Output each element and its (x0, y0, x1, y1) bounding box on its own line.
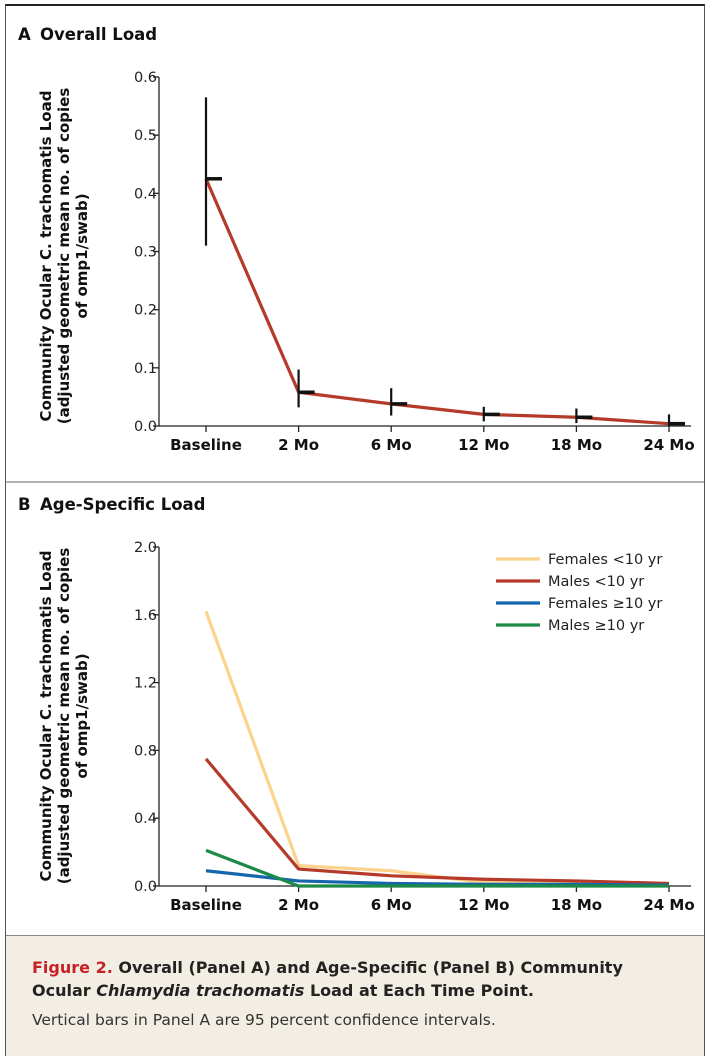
panel-a-y-tick-label: 0.6 (134, 70, 157, 86)
panel-b-legend-label: Males <10 yr (548, 574, 644, 590)
panel-a-ylabel-line1: Community Ocular C. trachomatis Load (37, 91, 55, 422)
panel-b-y-tick-label: 0.0 (134, 879, 157, 895)
panel-b-y-tick-label: 0.8 (134, 743, 157, 759)
panel-b-ylabel: Community Ocular C. trachomatis Load (ad… (37, 548, 91, 885)
panel-a-ylabel: Community Ocular C. trachomatis Load (ad… (37, 88, 91, 425)
panel-b-title: Age-Specific Load (40, 495, 206, 514)
panel-b-ylabel-line1: Community Ocular C. trachomatis Load (37, 551, 55, 882)
caption-figure-label: Figure 2. (32, 958, 113, 977)
panel-a-x-tick-label: 18 Mo (551, 436, 602, 454)
panel-b-legend-label: Males ≥10 yr (548, 618, 644, 634)
panel-b-legend: Females <10 yr Males <10 yr Females ≥10 yr… (496, 552, 662, 634)
panel-a-ylabel-line3: of omp1/swab) (73, 193, 91, 318)
panel-a-label: A (18, 25, 31, 44)
panel-b-x-tick-label: 2 Mo (278, 896, 319, 914)
figure-svg: A Overall Load Community Ocular C. trach… (6, 25, 704, 914)
panel-b-x-tick-label: Baseline (170, 896, 242, 914)
panel-a-y-tick-label: 0.2 (134, 303, 157, 319)
panel-a: A Overall Load Community Ocular C. trach… (18, 25, 695, 454)
panel-b-legend-label: Females ≥10 yr (548, 596, 662, 612)
caption-note: Vertical bars in Panel A are 95 percent … (32, 1011, 496, 1029)
panel-b-label: B (18, 495, 31, 514)
panel-b: B Age-Specific Load Community Ocular C. … (18, 495, 695, 914)
panel-b-x-tick-label: 24 Mo (643, 896, 694, 914)
caption-text-2: Load at Each Time Point. (304, 981, 534, 1000)
panel-b-ylabel-line2: (adjusted geometric mean no. of copies (55, 548, 73, 885)
panel-b-series-line-1 (204, 757, 670, 886)
panel-b-legend-label: Females <10 yr (548, 552, 662, 568)
caption-species: Chlamydia trachomatis (96, 981, 305, 1000)
caption-text-1: Overall (Panel A) and Age-Specific (Pane… (32, 958, 623, 1000)
panel-b-x-tick-label: 18 Mo (551, 896, 602, 914)
panel-a-x-tick-label: 6 Mo (371, 436, 412, 454)
panel-a-axes: 0.0 0.1 0.2 0.3 0.4 0.5 0.6 Baseline 2 Mo 6 Mo 12 … (134, 70, 695, 454)
panel-a-y-tick-label: 0.4 (134, 186, 157, 202)
panel-a-ylabel-line2: (adjusted geometric mean no. of copies (55, 88, 73, 425)
panel-a-y-tick-label: 0.0 (134, 419, 157, 435)
panel-b-y-tick-label: 2.0 (134, 540, 157, 556)
panel-b-y-tick-label: 0.4 (134, 811, 157, 827)
panel-a-x-tick-label: 12 Mo (458, 436, 509, 454)
panel-b-series-line-3 (205, 848, 669, 888)
panel-b-marks (204, 610, 670, 888)
panel-a-x-tick-label: 24 Mo (643, 436, 694, 454)
caption-title: Figure 2. Overall (Panel A) and Age-Spec… (32, 956, 680, 1002)
panel-b-y-tick-label: 1.6 (134, 608, 157, 624)
panel-a-y-tick-label: 0.5 (134, 128, 157, 144)
panel-b-x-tick-label: 12 Mo (458, 896, 509, 914)
panel-a-y-tick-label: 0.1 (134, 361, 157, 377)
panel-a-series-line-0 (204, 178, 670, 426)
panel-b-ylabel-line3: of omp1/swab) (73, 653, 91, 778)
panel-a-marks (204, 97, 685, 426)
panel-b-x-tick-label: 6 Mo (371, 896, 412, 914)
panel-b-y-tick-label: 1.2 (134, 676, 157, 692)
figure-frame: A Overall Load Community Ocular C. trach… (5, 4, 705, 1056)
panel-a-y-tick-label: 0.3 (134, 245, 157, 261)
figure-caption: Figure 2. Overall (Panel A) and Age-Spec… (6, 935, 704, 1056)
panel-a-title: Overall Load (40, 25, 157, 44)
panel-a-x-tick-label: 2 Mo (278, 436, 319, 454)
panel-a-x-tick-label: Baseline (170, 436, 242, 454)
